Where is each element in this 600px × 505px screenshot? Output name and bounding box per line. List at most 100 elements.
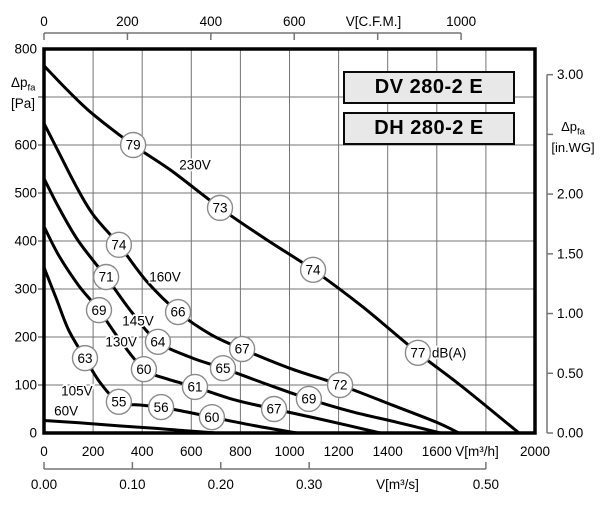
dba-marker-value: 77 xyxy=(410,346,425,361)
dba-marker: 55 xyxy=(105,388,133,415)
curve-145v xyxy=(42,177,442,435)
left-axis-tick-label: 0 xyxy=(29,426,37,441)
dba-marker: 63 xyxy=(71,344,99,372)
dba-marker: 64 xyxy=(144,328,172,355)
right-axis-tick-label: 0.00 xyxy=(557,426,583,441)
grid xyxy=(44,49,535,433)
dba-marker-circle xyxy=(144,328,172,355)
bottom-axis-m3s-unit: V[m³/s] xyxy=(376,477,419,492)
dba-marker-circle xyxy=(130,355,158,383)
dba-marker-circle xyxy=(299,256,327,283)
bottom-axis-tick-label: 200 xyxy=(82,444,105,459)
dba-marker-circle xyxy=(295,385,323,413)
dba-marker-circle xyxy=(85,296,113,324)
curve-label-60v: 60V xyxy=(54,403,78,418)
dba-marker-circle xyxy=(260,395,288,423)
left-axis-unit-bracket: [Pa] xyxy=(11,95,36,111)
model-label-dh: DH 280-2 E xyxy=(343,112,515,145)
bottom-axis-tick-label: 1600 xyxy=(422,444,452,459)
dba-marker: 72 xyxy=(326,371,354,399)
dba-marker: 67 xyxy=(260,395,288,423)
dba-marker-value: 74 xyxy=(111,238,127,253)
dba-marker-value: 63 xyxy=(77,351,92,366)
right-axis-tick-label: 1.00 xyxy=(557,306,583,321)
dba-marker-value: 64 xyxy=(150,335,166,350)
top-axis-tick-label: 200 xyxy=(116,14,139,29)
dba-marker: 79 xyxy=(119,131,147,159)
dba-marker-value: 67 xyxy=(235,342,250,357)
dba-marker-circle xyxy=(119,131,147,159)
dba-marker-value: 69 xyxy=(91,303,106,318)
bottom-axis-tick-label: 0 xyxy=(40,444,48,459)
dba-marker: 69 xyxy=(85,296,113,324)
curve-160v xyxy=(42,121,461,435)
bottom-axis-tick-label: 400 xyxy=(131,444,154,459)
right-axis-unit-symbol: Δpfa xyxy=(561,119,585,138)
dba-marker-value: 55 xyxy=(111,395,126,410)
dba-marker: 69 xyxy=(295,385,323,413)
left-axis-tick-label: 300 xyxy=(14,282,37,297)
right-axis-unit-bracket: [in.WG] xyxy=(551,140,595,156)
dba-marker-value: 71 xyxy=(99,270,114,285)
dba-marker-value: 61 xyxy=(187,380,202,395)
bottom-axis-m3s-label: 0.00 xyxy=(31,477,57,492)
dba-marker-circle xyxy=(147,393,175,421)
bottom-axis-m3s-label: 0.10 xyxy=(119,477,145,492)
left-axis-tick-label: 500 xyxy=(14,186,37,201)
curve-60v xyxy=(42,419,218,435)
bottom-axis-tick-label: 2000 xyxy=(520,444,550,459)
top-axis-tick-label: 600 xyxy=(283,14,306,29)
dba-marker-circle xyxy=(206,194,234,222)
dba-marker: 61 xyxy=(181,373,209,401)
dba-marker-value: 56 xyxy=(154,400,169,415)
right-axis-tick-label: 0.50 xyxy=(557,366,583,381)
dba-marker: 60 xyxy=(130,355,158,383)
dba-marker-value: 60 xyxy=(204,410,219,425)
top-axis-tick-label: 0 xyxy=(40,14,48,29)
bottom-axis-unit: V[m³/h] xyxy=(455,444,499,459)
dba-marker-value: 79 xyxy=(126,138,141,153)
dba-marker-value: 60 xyxy=(136,362,151,377)
bottom-axis-tick-label: 1400 xyxy=(373,444,403,459)
curve-130v xyxy=(42,225,382,435)
dba-unit-label: dB(A) xyxy=(432,345,467,360)
dba-marker: 74 xyxy=(299,256,327,283)
dba-marker-circle xyxy=(105,231,133,259)
top-axis-tick-label: 400 xyxy=(200,14,223,29)
dba-marker-circle xyxy=(92,263,120,291)
dba-marker-value: 67 xyxy=(267,402,282,417)
dba-marker-value: 73 xyxy=(213,201,228,216)
model-label-dv-text: DV 280-2 E xyxy=(374,76,484,98)
dba-marker: 73 xyxy=(206,194,234,222)
left-axis-tick-label: 800 xyxy=(14,42,37,57)
right-axis-inwg xyxy=(546,73,553,434)
bottom-axis-m3s-label: 0.30 xyxy=(296,477,322,492)
curve-label-130v: 130V xyxy=(105,334,137,349)
dba-marker-circle xyxy=(181,373,209,401)
top-axis-tick-label: 1000 xyxy=(446,14,476,29)
top-axis-unit: V[C.F.M.] xyxy=(346,14,402,29)
bottom-axis-m3s-label: 0.50 xyxy=(473,477,499,492)
curve-label-105v: 105V xyxy=(61,383,93,398)
dba-marker: 66 xyxy=(164,298,192,326)
dba-marker-circle xyxy=(404,339,432,367)
dba-marker: 74 xyxy=(105,231,133,259)
left-axis-tick-label: 400 xyxy=(14,234,37,249)
dba-marker-circle xyxy=(326,371,354,399)
left-axis-tick-label: 100 xyxy=(14,378,37,393)
dba-marker-circle xyxy=(71,344,99,372)
left-axis-unit-symbol: Δpfa xyxy=(11,75,36,94)
dba-marker: 56 xyxy=(147,393,175,421)
dba-marker-circle xyxy=(198,403,226,431)
top-axis-cfm xyxy=(43,32,462,40)
dba-marker: 71 xyxy=(92,263,120,291)
dba-marker-value: 66 xyxy=(171,305,186,320)
right-axis-unit-label: Δpfa [in.WG] xyxy=(549,118,597,157)
bottom-axis-tick-label: 1200 xyxy=(324,444,354,459)
dba-marker: 65 xyxy=(209,355,237,382)
bottom-axis-tick-label: 800 xyxy=(229,444,252,459)
dba-marker-circle xyxy=(164,298,192,326)
dba-marker: 67 xyxy=(228,335,256,363)
right-axis-tick-label: 3.00 xyxy=(557,67,583,82)
dba-marker: 60 xyxy=(198,403,226,431)
